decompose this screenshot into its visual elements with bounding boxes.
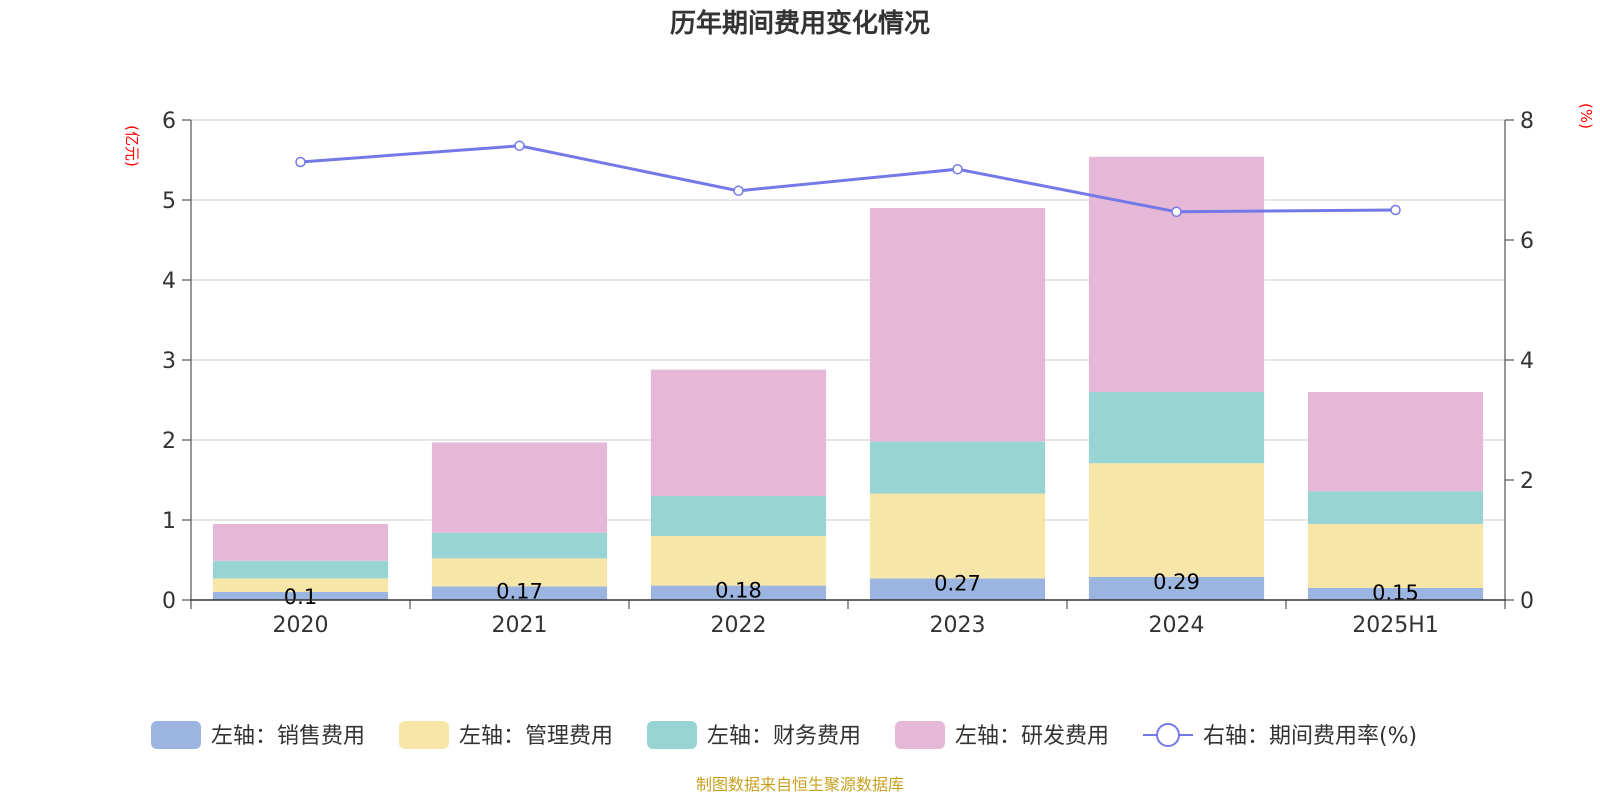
x-tick-label: 2020 <box>273 613 329 638</box>
bar-segment <box>431 442 608 533</box>
bar-segment <box>212 560 389 579</box>
bar-segment <box>212 592 389 600</box>
left-tick-label: 3 <box>162 349 176 374</box>
bar-segment <box>1307 491 1484 524</box>
x-tick-label: 2025H1 <box>1352 613 1439 638</box>
bar-segment <box>1307 392 1484 492</box>
bar-segment <box>431 586 608 600</box>
x-tick-label: 2021 <box>492 613 548 638</box>
rate-point <box>952 163 963 175</box>
legend-swatch <box>895 721 945 749</box>
bar-data-label: 0.29 <box>1153 570 1200 594</box>
left-tick-label: 0 <box>162 589 176 614</box>
bar-segment <box>1088 156 1265 392</box>
left-tick-label: 4 <box>162 269 176 294</box>
bars-group <box>212 156 1484 600</box>
rate-line <box>300 144 1396 214</box>
right-tick-label: 8 <box>1520 109 1534 134</box>
left-tick-label: 5 <box>162 189 176 214</box>
grid-lines <box>191 119 1505 521</box>
legend-label: 左轴：财务费用 <box>707 724 861 749</box>
bar-segment <box>650 585 827 600</box>
legend-swatch <box>151 721 201 749</box>
bar-segment <box>869 208 1046 442</box>
left-tick-label: 6 <box>162 109 176 134</box>
bar-segment <box>1307 588 1484 600</box>
bar-segment <box>1088 576 1265 600</box>
legend-label: 左轴：管理费用 <box>459 724 613 749</box>
bar-segment <box>650 536 827 586</box>
x-tick-label: 2023 <box>930 613 986 638</box>
left-tick-label: 1 <box>162 509 176 534</box>
legend-label: 左轴：销售费用 <box>211 724 365 749</box>
bar-segment <box>869 578 1046 600</box>
x-tick-label: 2022 <box>711 613 767 638</box>
legend: 左轴：销售费用 左轴：管理费用 左轴：财务费用 左轴：研发费用 右轴：期间费用率(%) <box>151 721 1417 749</box>
bar-segment <box>650 496 827 536</box>
source-note: 制图数据来自恒生聚源数据库 <box>696 775 904 794</box>
rate-point <box>295 156 306 168</box>
rate-point <box>733 185 744 197</box>
right-tick-label: 2 <box>1520 469 1534 494</box>
legend-label: 右轴：期间费用率(%) <box>1203 724 1417 749</box>
bar-data-label: 0.1 <box>284 585 317 609</box>
right-tick-label: 6 <box>1520 229 1534 254</box>
axes-group: 0 1 2 3 4 5 6 0 2 4 6 8 2020 2021 2022 2023 2024 2025H1 <box>162 109 1534 638</box>
rate-point <box>1171 206 1182 218</box>
bar-segment <box>1307 524 1484 588</box>
bar-data-label: 0.27 <box>934 571 981 595</box>
right-axis-unit: (%) <box>1577 103 1595 129</box>
legend-label: 左轴：研发费用 <box>955 724 1109 749</box>
x-tick-label: 2024 <box>1149 613 1205 638</box>
rate-point <box>1390 204 1401 216</box>
legend-marker <box>1156 723 1180 747</box>
bar-segment <box>869 493 1046 579</box>
left-axis-unit: (亿元) <box>123 125 141 167</box>
rate-point <box>514 140 525 152</box>
left-tick-label: 2 <box>162 429 176 454</box>
rate-line-group <box>295 140 1401 218</box>
right-tick-label: 0 <box>1520 589 1534 614</box>
right-tick-label: 4 <box>1520 349 1534 374</box>
bar-segment <box>212 524 389 561</box>
bar-data-label: 0.15 <box>1372 581 1419 605</box>
bar-segment <box>431 558 608 587</box>
chart-title: 历年期间费用变化情况 <box>670 8 930 39</box>
bar-segment <box>869 441 1046 494</box>
bar-segment <box>1088 392 1265 464</box>
bar-data-label: 0.18 <box>715 579 762 603</box>
legend-swatch <box>647 721 697 749</box>
bar-segment <box>212 578 389 592</box>
bar-segment <box>650 369 827 496</box>
bar-segment <box>431 532 608 559</box>
bar-segment <box>1088 463 1265 577</box>
legend-swatch <box>399 721 449 749</box>
